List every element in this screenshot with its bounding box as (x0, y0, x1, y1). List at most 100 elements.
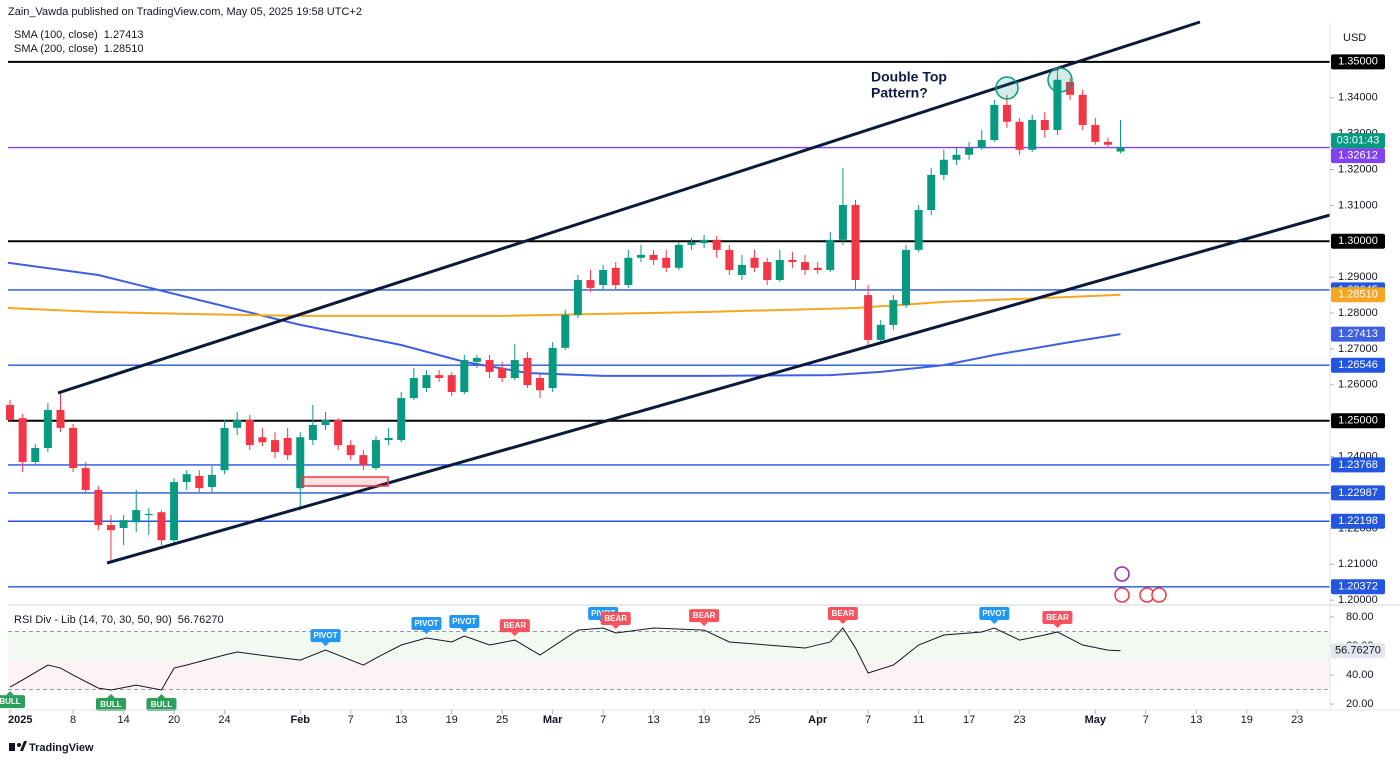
candle-body (106, 525, 115, 531)
signal-label: PIVOT (982, 609, 1006, 618)
signal-box (827, 607, 858, 621)
candle-body (561, 314, 570, 348)
signal-pointer (6, 691, 15, 696)
y-tick-label: 1.26000 (1338, 379, 1378, 391)
level-label: 1.30000 (1338, 235, 1378, 247)
level-label: 1.23768 (1338, 459, 1378, 471)
x-tick-label: 11 (913, 714, 924, 726)
rsi-legend-name: RSI Div - Lib (14, 70, 30, 50, 90) (14, 614, 172, 626)
level-label-box (1331, 233, 1385, 249)
candle-body (636, 254, 645, 258)
signal-pointer (838, 620, 847, 625)
y-tick-label: 1.29000 (1338, 271, 1378, 283)
header: Zain_Vawda published on TradingView.com,… (8, 6, 362, 18)
sma-line (7, 261, 1121, 377)
candle-body (599, 269, 608, 286)
candle-body (422, 375, 431, 389)
logo-part (17, 743, 21, 747)
signal-label: BULL (151, 700, 172, 709)
x-tick-label: 14 (117, 714, 129, 726)
signal-box (449, 615, 480, 629)
candle-body (69, 427, 78, 469)
candle-body (170, 482, 179, 541)
x-tick-label: 13 (1190, 714, 1202, 726)
rsi-legend-value: 56.76270 (178, 614, 224, 626)
candle-body (435, 375, 444, 378)
level-label-box (1331, 513, 1385, 529)
legend-name: SMA (100, close) (14, 29, 98, 41)
x-tick-label: Feb (290, 714, 310, 726)
candle-body (586, 280, 595, 288)
candle-body (1040, 119, 1049, 131)
x-tick-label: 25 (496, 714, 508, 726)
annotation: Pattern? (871, 85, 928, 101)
level-label-box (1331, 357, 1385, 373)
x-tick-label: 13 (395, 714, 407, 726)
event-icon[interactable] (1114, 587, 1130, 603)
candle-body (737, 264, 746, 275)
candle-body (901, 249, 910, 306)
candle-body (56, 409, 65, 428)
rsi-label: 56.76270 (1335, 645, 1381, 657)
rsi-line (9, 627, 1121, 691)
candle-body (1078, 94, 1087, 125)
candle-body (472, 357, 481, 362)
rsi-tick-label: 80.00 (1346, 611, 1374, 623)
y-tick-label: 1.21000 (1338, 558, 1378, 570)
rsi-band-upper (8, 631, 1330, 661)
x-tick-label: 24 (218, 714, 230, 726)
legend-value: 1.28510 (104, 43, 144, 55)
candle-body (611, 267, 620, 286)
candle-body (283, 437, 292, 456)
signal-pointer (422, 630, 431, 635)
signal-pointer (990, 620, 999, 625)
y-tick-label: 1.28000 (1338, 307, 1378, 319)
footer-logo: TradingView (9, 741, 94, 754)
candle-body (460, 360, 469, 392)
candle-body (851, 205, 860, 281)
event-icon[interactable] (1151, 587, 1167, 603)
signal-pointer (460, 628, 469, 633)
candle-body (977, 140, 986, 148)
candle-body (94, 489, 103, 526)
level-label: 1.25000 (1338, 415, 1378, 427)
candle-body (914, 210, 923, 250)
candle-body (308, 425, 317, 441)
rsi-label-box (1331, 643, 1385, 659)
candle-body (1002, 104, 1011, 122)
candle-body (43, 409, 52, 448)
x-tick-label: 25 (748, 714, 760, 726)
candle-body (397, 398, 406, 441)
level-label-box (1331, 54, 1385, 70)
legend-name: SMA (200, close) (14, 43, 98, 55)
signal-pointer (106, 693, 115, 698)
candle-body (157, 512, 166, 541)
drawings: Double Top Pattern? (57, 20, 1331, 603)
legend-layer: Zain_Vawda published on TradingView.com,… (8, 6, 362, 626)
candle-body (271, 440, 280, 452)
candle-body (775, 259, 784, 281)
signal-box (95, 697, 126, 711)
x-tick-label: 7 (600, 714, 606, 726)
candle-body (1015, 121, 1024, 150)
candle-body (132, 510, 141, 523)
candle-body (700, 239, 709, 244)
y-tick-label: 1.27000 (1338, 343, 1378, 355)
candle-body (498, 367, 507, 378)
level-label-box (1331, 457, 1385, 473)
signal-box (499, 619, 530, 633)
candle-body (384, 437, 393, 441)
signal-pointer (700, 622, 709, 627)
candle-body (510, 360, 519, 378)
candle-body (826, 239, 835, 270)
candle-body (548, 347, 557, 389)
signal-pointer (1053, 623, 1062, 628)
sma-label-box (1331, 287, 1385, 303)
currency[interactable]: USD (1343, 32, 1366, 44)
sma-label-box (1331, 326, 1385, 342)
event-icon[interactable] (1114, 566, 1130, 582)
candle-body (965, 147, 974, 155)
candle-body (662, 257, 671, 268)
